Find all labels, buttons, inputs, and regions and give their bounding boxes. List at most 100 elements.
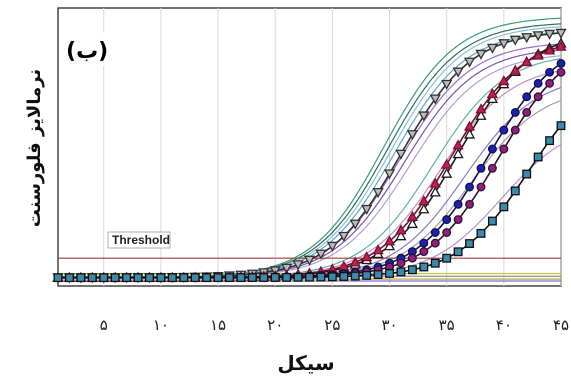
data-point	[452, 139, 464, 150]
data-point	[509, 64, 521, 75]
data-point	[441, 158, 453, 169]
data-point	[556, 58, 566, 68]
data-point	[441, 79, 453, 90]
data-point	[521, 56, 533, 67]
data-point	[418, 195, 430, 206]
data-point	[282, 272, 292, 282]
data-point	[429, 186, 441, 197]
data-point	[225, 273, 234, 283]
data-point	[407, 265, 417, 275]
data-point	[442, 253, 452, 263]
data-point	[406, 217, 418, 229]
data-point	[292, 260, 304, 271]
data-point	[419, 262, 429, 272]
data-point	[383, 169, 396, 180]
data-point	[430, 258, 440, 268]
data-point	[190, 273, 200, 283]
marker-series	[52, 28, 567, 284]
data-point	[406, 210, 418, 221]
data-point	[350, 271, 360, 281]
data-point	[87, 273, 97, 283]
data-point	[463, 57, 476, 68]
data-point	[452, 67, 464, 78]
y-axis-label: نرمالایز فلورسنت	[24, 69, 45, 227]
data-point	[396, 258, 406, 268]
data-point	[156, 273, 166, 283]
x-tick-label: ۲۰	[267, 316, 283, 334]
data-point	[338, 231, 350, 242]
threshold-label-box	[107, 231, 171, 249]
data-point	[383, 235, 396, 246]
data-point	[442, 228, 452, 237]
data-point	[545, 67, 555, 77]
data-point	[361, 204, 373, 215]
data-point	[463, 128, 476, 139]
data-point	[395, 149, 407, 160]
data-point	[475, 49, 487, 60]
data-point	[259, 273, 269, 282]
data-point	[430, 238, 440, 248]
data-point	[475, 103, 487, 114]
data-point	[555, 40, 567, 51]
data-point	[543, 44, 556, 55]
data-point	[76, 273, 86, 283]
data-point	[133, 273, 143, 283]
data-point	[499, 202, 509, 212]
data-point	[556, 121, 566, 131]
data-point	[510, 186, 520, 196]
data-point	[303, 255, 316, 266]
data-point	[463, 120, 476, 131]
data-point	[499, 125, 509, 135]
data-point	[395, 224, 407, 235]
x-ticks: ۵ ۱۰ ۱۵ ۲۰ ۲۵ ۳۰ ۳۵ ۴۰ ۴۵	[100, 316, 569, 334]
data-point	[429, 177, 441, 188]
data-point	[532, 31, 544, 42]
data-point	[385, 268, 394, 278]
data-point	[326, 241, 338, 252]
data-point	[509, 35, 521, 46]
data-point	[545, 78, 555, 88]
data-point	[122, 273, 132, 283]
x-axis-label: سیکل	[277, 351, 334, 375]
x-tick-label: ۴۵	[553, 316, 569, 334]
data-point	[522, 169, 532, 179]
data-point	[202, 273, 212, 283]
data-point	[372, 244, 384, 255]
data-point	[522, 92, 532, 102]
data-point	[453, 199, 463, 209]
panel-label-box	[62, 32, 118, 66]
data-point	[383, 240, 396, 251]
data-point	[429, 94, 441, 105]
data-point	[373, 270, 383, 280]
data-point	[533, 78, 543, 88]
panel-label: (ب)	[66, 39, 108, 64]
data-point	[499, 144, 509, 154]
data-point	[179, 273, 189, 283]
data-point	[465, 199, 474, 209]
data-point	[453, 247, 463, 257]
data-point	[452, 148, 464, 159]
data-point	[476, 228, 486, 238]
data-point	[327, 272, 337, 282]
data-point	[498, 39, 510, 50]
data-point	[396, 267, 406, 277]
threshold-label: Threshold	[112, 233, 170, 247]
data-point	[362, 270, 372, 280]
data-point	[419, 247, 429, 257]
x-tick-label: ۳۰	[381, 316, 397, 334]
data-point	[110, 273, 120, 283]
data-point	[53, 273, 63, 283]
data-point	[281, 263, 293, 274]
data-point	[521, 33, 533, 44]
x-tick-label: ۲۵	[324, 316, 340, 334]
data-point	[395, 230, 407, 241]
data-point	[522, 107, 532, 117]
data-point	[418, 111, 430, 122]
data-point	[498, 75, 510, 86]
data-point	[418, 203, 430, 214]
data-point	[486, 88, 499, 99]
data-point	[407, 253, 417, 263]
data-point	[236, 273, 246, 283]
data-point	[305, 272, 314, 282]
data-point	[349, 256, 361, 267]
